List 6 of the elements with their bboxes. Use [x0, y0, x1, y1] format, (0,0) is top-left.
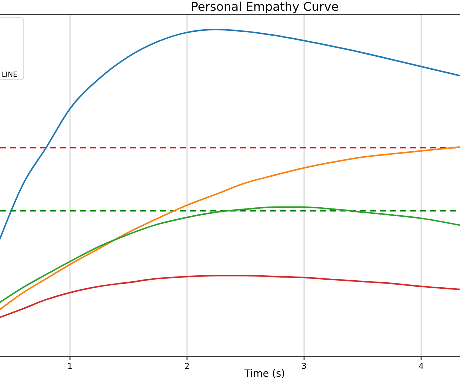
- x-tick-label: 1: [68, 362, 73, 371]
- chart-title: Personal Empathy Curve: [191, 0, 339, 14]
- x-axis-title: Time (s): [244, 369, 286, 380]
- x-tick-label: 2: [184, 362, 190, 371]
- x-tick-label: 4: [418, 362, 424, 371]
- x-tick-label: 3: [302, 362, 307, 371]
